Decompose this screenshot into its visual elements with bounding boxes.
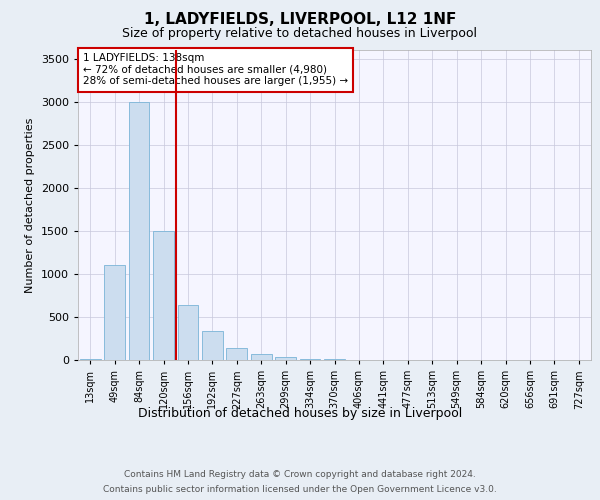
Text: Contains public sector information licensed under the Open Government Licence v3: Contains public sector information licen… <box>103 485 497 494</box>
Bar <box>299 358 320 360</box>
Text: Size of property relative to detached houses in Liverpool: Size of property relative to detached ho… <box>122 28 478 40</box>
Bar <box>153 231 174 360</box>
Bar <box>275 358 296 360</box>
Text: 1, LADYFIELDS, LIVERPOOL, L12 1NF: 1, LADYFIELDS, LIVERPOOL, L12 1NF <box>144 12 456 28</box>
Text: 1 LADYFIELDS: 138sqm
← 72% of detached houses are smaller (4,980)
28% of semi-de: 1 LADYFIELDS: 138sqm ← 72% of detached h… <box>83 53 348 86</box>
Y-axis label: Number of detached properties: Number of detached properties <box>25 118 35 292</box>
Bar <box>80 359 101 360</box>
Text: Contains HM Land Registry data © Crown copyright and database right 2024.: Contains HM Land Registry data © Crown c… <box>124 470 476 479</box>
Bar <box>128 102 149 360</box>
Bar <box>251 354 272 360</box>
Bar <box>202 330 223 360</box>
Bar <box>178 305 199 360</box>
Bar <box>104 266 125 360</box>
Bar <box>226 348 247 360</box>
Text: Distribution of detached houses by size in Liverpool: Distribution of detached houses by size … <box>138 408 462 420</box>
